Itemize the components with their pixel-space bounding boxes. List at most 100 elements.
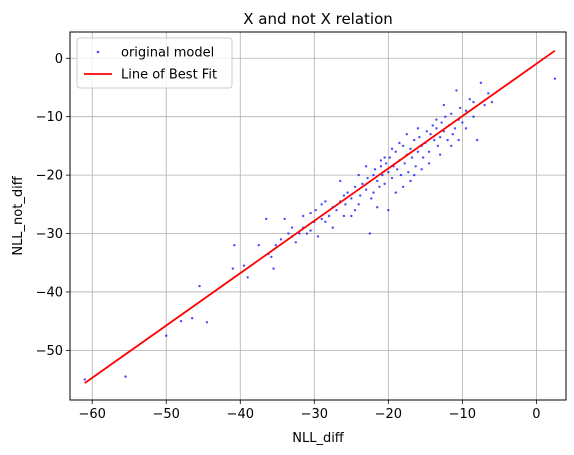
legend-box (76, 37, 233, 89)
data-point (425, 130, 429, 133)
data-point (357, 173, 360, 177)
data-point (320, 217, 323, 221)
data-point (242, 264, 246, 267)
data-point (327, 214, 331, 218)
data-point (390, 147, 394, 151)
data-point (379, 159, 383, 162)
legend-label: original model (121, 46, 214, 61)
data-point (335, 208, 338, 212)
data-point (450, 112, 453, 115)
legend: original model Line of Best Fit (76, 37, 233, 89)
data-point (124, 375, 127, 378)
y-axis-label: NLL_not_diff (11, 175, 26, 255)
y-tick-label: −20 (36, 169, 63, 184)
x-tick-label: −50 (153, 407, 180, 422)
data-point (413, 173, 416, 177)
data-point (350, 197, 353, 200)
data-point (331, 226, 335, 229)
y-tick-label: −10 (36, 110, 63, 125)
data-point (416, 150, 420, 153)
data-point (401, 144, 405, 148)
data-point (553, 77, 557, 80)
data-point (298, 232, 301, 235)
data-point (451, 133, 454, 136)
tick-layer: −60 −50 −40 −30 −20 −10 0 −50 −40 −30 −20 −10 0 (36, 52, 541, 422)
x-tick-label: −10 (449, 407, 476, 422)
data-point (309, 229, 312, 232)
data-point (414, 165, 417, 168)
y-tick-label: 0 (55, 52, 63, 67)
x-tick-label: −30 (301, 407, 328, 422)
data-point (378, 185, 381, 188)
data-point (403, 162, 406, 165)
data-point (368, 232, 372, 235)
data-point (342, 194, 346, 197)
data-point (383, 182, 386, 186)
y-tick-label: −40 (36, 285, 63, 300)
data-point (324, 220, 327, 224)
data-point (339, 179, 342, 183)
data-point (314, 208, 317, 212)
data-point (427, 150, 431, 153)
data-point (287, 232, 290, 235)
data-point (372, 191, 375, 194)
data-point (409, 179, 412, 183)
data-point (453, 127, 457, 130)
data-point (457, 138, 460, 142)
data-point (279, 238, 283, 241)
data-point (444, 115, 447, 118)
data-point (324, 200, 327, 203)
data-point (409, 147, 412, 151)
data-point (305, 232, 309, 235)
plot-frame (69, 31, 567, 401)
legend-marker-scatter (96, 50, 100, 54)
data-point (438, 153, 442, 156)
data-point (353, 185, 357, 188)
data-point (490, 100, 494, 104)
data-point (364, 188, 368, 191)
data-point (357, 203, 360, 206)
data-point (264, 217, 268, 221)
data-point (438, 135, 442, 139)
data-point (309, 211, 312, 215)
data-point (450, 144, 453, 148)
data-point (468, 97, 471, 101)
grid-layer (70, 32, 566, 400)
data-point (364, 165, 368, 168)
data-point (270, 255, 273, 259)
data-point (344, 203, 347, 206)
data-point (394, 191, 397, 194)
data-point (370, 197, 373, 200)
data-point (283, 217, 286, 221)
data-point (294, 241, 297, 244)
data-layer (83, 49, 557, 384)
data-point (483, 103, 486, 107)
data-point (372, 173, 375, 177)
x-axis-label: NLL_diff (292, 431, 345, 446)
data-point (290, 226, 294, 229)
data-point (257, 244, 260, 247)
data-point (316, 235, 320, 238)
data-point (381, 173, 384, 177)
chart-title: X and not X relation (243, 10, 393, 28)
data-point (358, 194, 362, 197)
data-point (464, 109, 468, 113)
x-tick-label: −20 (375, 407, 402, 422)
data-point (376, 179, 379, 183)
data-point (436, 144, 440, 148)
data-point (398, 141, 401, 145)
data-point (405, 133, 409, 136)
data-point (384, 162, 388, 165)
data-point (361, 182, 364, 186)
data-point (198, 284, 201, 288)
data-point (83, 378, 87, 381)
data-point (353, 208, 357, 212)
data-point (433, 138, 436, 142)
data-point (446, 138, 449, 142)
data-point (464, 127, 468, 130)
data-point (246, 276, 249, 279)
data-point (435, 127, 438, 130)
data-point (233, 244, 236, 247)
data-point (320, 203, 323, 206)
